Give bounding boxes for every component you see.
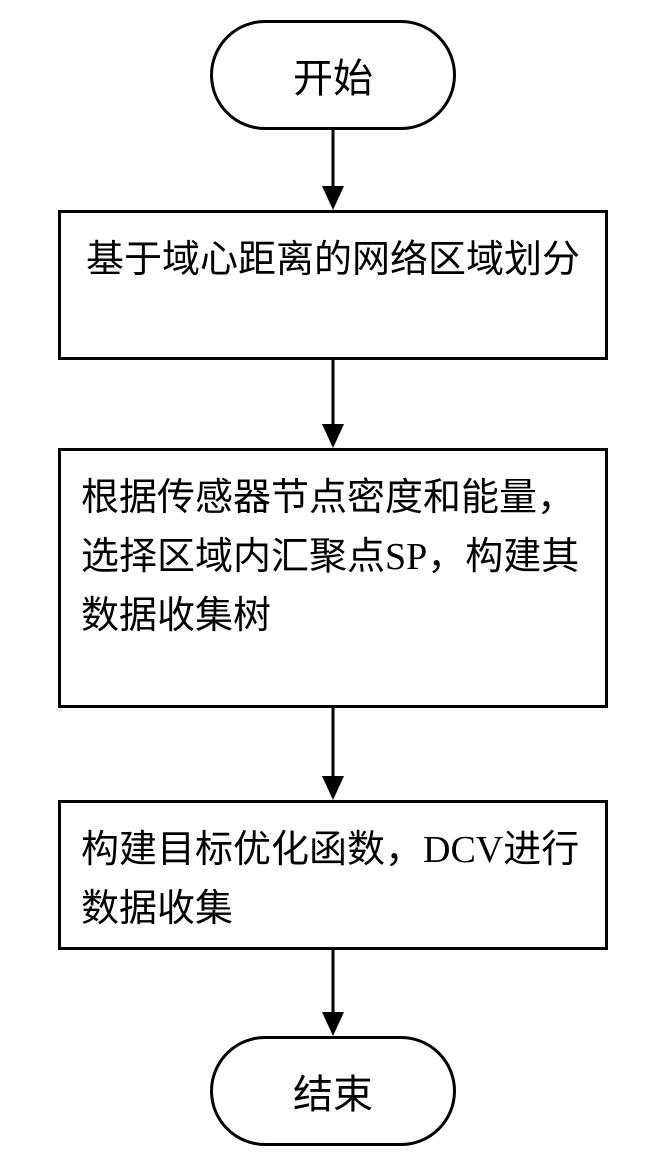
edge-step3-end [312, 950, 354, 1036]
node-start-label: 开始 [293, 46, 373, 104]
edge-step1-step2 [312, 360, 354, 448]
edge-start-step1 [312, 130, 354, 210]
node-step2: 根据传感器节点密度和能量，选择区域内汇聚点SP，构建其数据收集树 [58, 448, 608, 708]
node-end-label: 结束 [293, 1062, 373, 1120]
flowchart-canvas: 开始 基于域心距离的网络区域划分 根据传感器节点密度和能量，选择区域内汇聚点SP… [0, 0, 667, 1166]
node-step1: 基于域心距离的网络区域划分 [58, 210, 608, 360]
node-step3: 构建目标优化函数，DCV进行数据收集 [58, 800, 608, 950]
node-start: 开始 [210, 20, 456, 130]
node-step3-label: 构建目标优化函数，DCV进行数据收集 [81, 821, 585, 939]
node-step1-label: 基于域心距离的网络区域划分 [86, 231, 580, 290]
node-step2-label: 根据传感器节点密度和能量，选择区域内汇聚点SP，构建其数据收集树 [81, 469, 585, 646]
edge-step2-step3 [312, 708, 354, 800]
node-end: 结束 [210, 1036, 456, 1146]
